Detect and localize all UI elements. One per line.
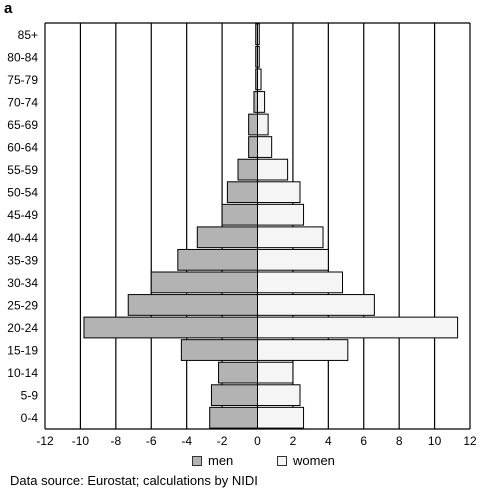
category-label: 15-19: [7, 344, 38, 358]
category-label: 65-69: [7, 118, 38, 132]
bar-men: [150, 271, 258, 294]
bar-men: [218, 361, 259, 384]
bar-men: [248, 113, 258, 136]
category-label: 20-24: [7, 321, 38, 335]
bar-women: [257, 339, 349, 361]
bar-women: [257, 406, 305, 429]
bar-men: [180, 339, 259, 361]
category-label: 25-29: [7, 298, 38, 312]
panel-label: a: [4, 0, 13, 17]
x-tick-label: 0: [254, 434, 261, 448]
category-label: 70-74: [7, 95, 38, 109]
x-tick-label: -8: [110, 434, 121, 448]
category-label: 35-39: [7, 253, 38, 267]
legend-item-men: men: [192, 453, 233, 468]
bar-women: [257, 113, 269, 136]
bar-women: [257, 45, 260, 68]
x-tick-label: -6: [146, 434, 157, 448]
x-tick-label: 6: [360, 434, 367, 448]
population-pyramid-chart: 85+80-8475-7970-7465-6960-6455-5950-5445…: [7, 22, 477, 448]
bar-men: [226, 181, 258, 204]
legend-label-women: women: [293, 453, 335, 468]
bar-men: [177, 248, 258, 271]
category-label: 40-44: [7, 231, 38, 245]
legend-swatch-women: [277, 455, 287, 466]
bar-women: [257, 91, 266, 113]
bar-women: [257, 316, 459, 339]
bar-men: [83, 316, 259, 339]
category-label: 10-14: [7, 366, 38, 380]
x-tick-label: 4: [325, 434, 332, 448]
x-tick-label: -2: [217, 434, 228, 448]
bar-women: [257, 181, 301, 204]
category-label: 55-59: [7, 163, 38, 177]
bar-women: [257, 158, 289, 181]
bar-women: [257, 136, 273, 158]
legend-item-women: women: [277, 453, 335, 468]
bar-men: [196, 226, 259, 249]
category-label: 30-34: [7, 276, 38, 290]
x-tick-label: -4: [181, 434, 192, 448]
legend: men women: [0, 453, 480, 469]
category-label: 60-64: [7, 141, 38, 155]
category-label: 80-84: [7, 50, 38, 64]
category-label: 0-4: [21, 411, 39, 425]
legend-label-men: men: [208, 453, 234, 468]
source-note: Data source: Eurostat; calculations by N…: [10, 473, 258, 488]
x-tick-label: -10: [72, 434, 90, 448]
bar-women: [257, 23, 260, 46]
bar-women: [257, 294, 375, 316]
category-label: 85+: [18, 28, 38, 42]
category-label: 50-54: [7, 186, 38, 200]
bar-men: [127, 294, 258, 316]
bar-men: [221, 203, 258, 226]
legend-swatch-men: [192, 455, 202, 466]
bar-women: [257, 361, 294, 384]
x-tick-label: -12: [36, 434, 54, 448]
category-label: 5-9: [21, 389, 39, 403]
bar-men: [209, 406, 258, 429]
category-label: 45-49: [7, 208, 38, 222]
bar-men: [253, 91, 258, 113]
x-tick-label: 10: [428, 434, 442, 448]
bar-women: [257, 271, 343, 294]
bar-men: [210, 384, 258, 407]
x-tick-label: 2: [290, 434, 297, 448]
bar-women: [257, 384, 301, 407]
bar-women: [257, 248, 329, 271]
bar-women: [257, 226, 324, 249]
bar-women: [257, 203, 305, 226]
x-tick-label: 12: [463, 434, 477, 448]
bar-men: [237, 158, 258, 181]
bar-women: [257, 68, 262, 91]
bar-men: [248, 136, 258, 158]
x-tick-label: 8: [396, 434, 403, 448]
category-label: 75-79: [7, 73, 38, 87]
